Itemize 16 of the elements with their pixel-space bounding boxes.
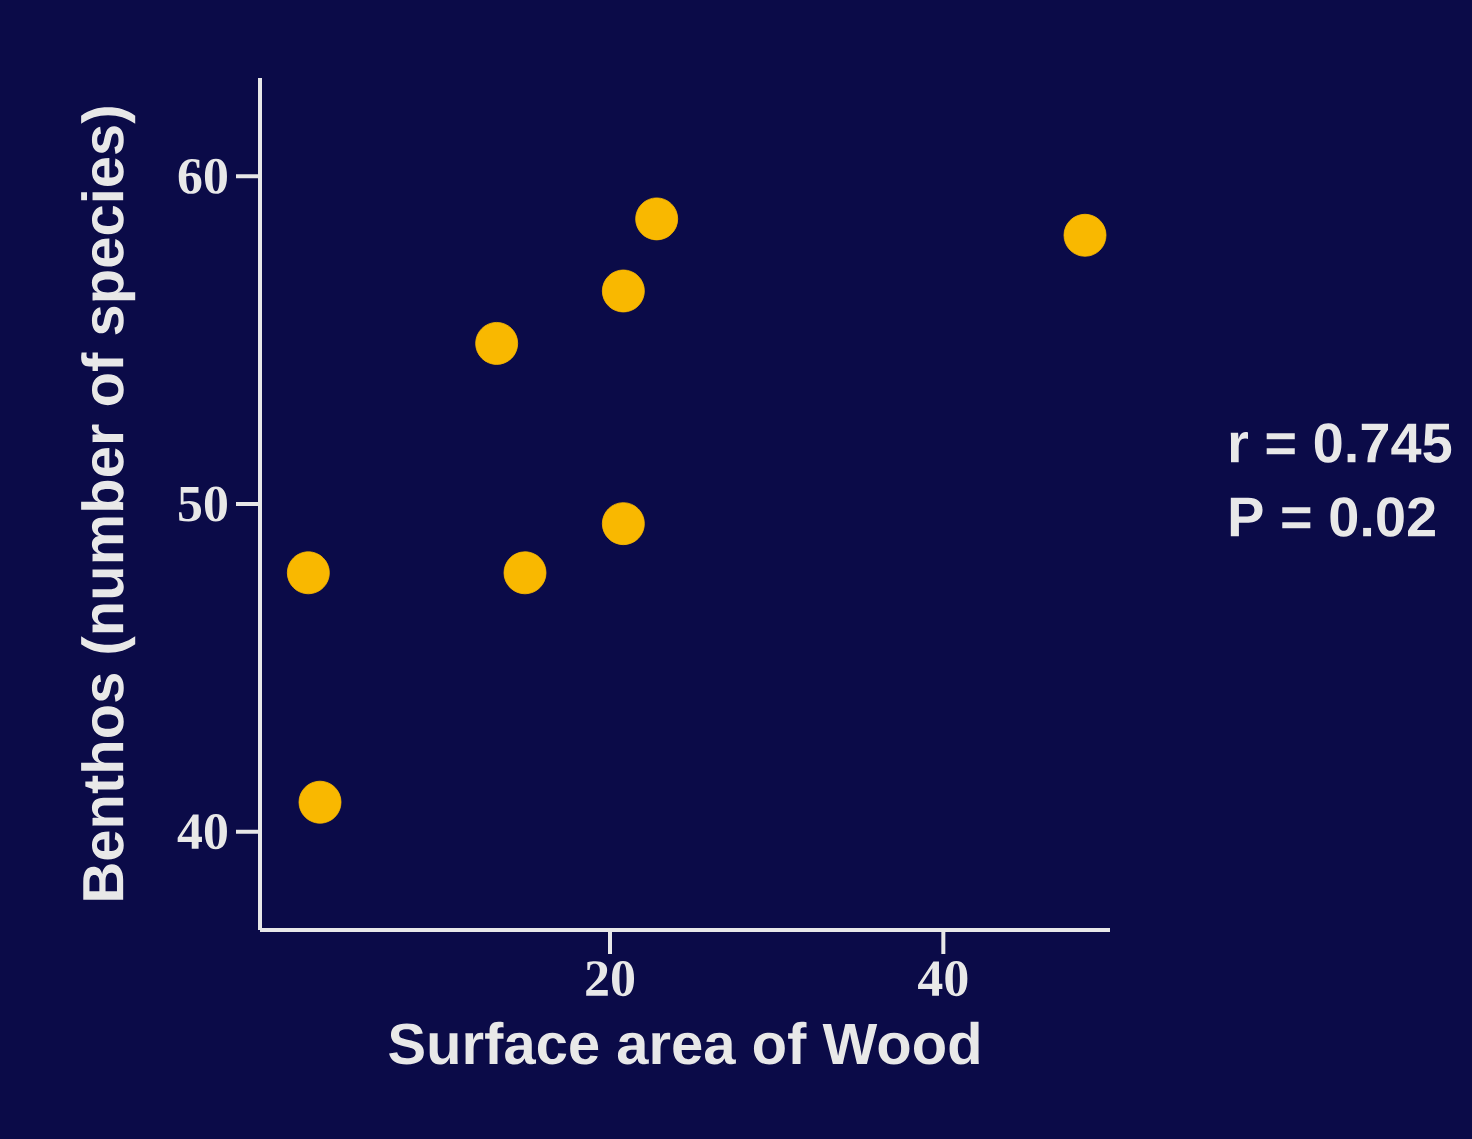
point	[635, 197, 679, 241]
text: r = 0.745	[1230, 423, 1452, 463]
point	[503, 551, 547, 595]
point	[475, 322, 519, 365]
x-axis-title: Surface area of Wood	[389, 1021, 979, 1065]
y-tick-label: 40	[177, 814, 227, 850]
x-tick-label: 20	[586, 961, 635, 997]
y-tick-label: 60	[178, 158, 227, 194]
point	[1063, 213, 1107, 257]
text: P = 0.02	[1230, 497, 1435, 537]
point	[601, 269, 645, 313]
point	[601, 502, 645, 546]
y-tick-label: 50	[179, 486, 227, 522]
point	[298, 780, 342, 824]
point	[286, 551, 330, 595]
y-axis-title: Benthos (number of species)	[81, 107, 136, 900]
